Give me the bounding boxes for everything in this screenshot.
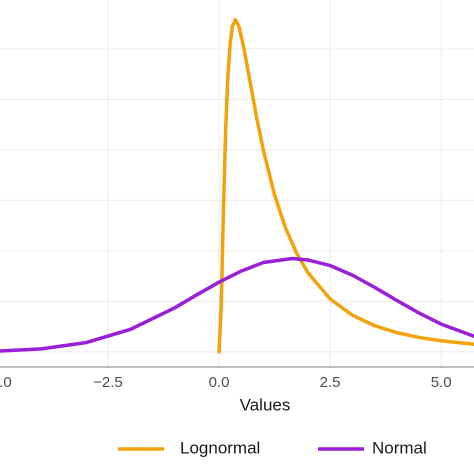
series-line [217, 17, 474, 354]
x-tick-label: 5.0 [431, 374, 452, 391]
x-tick-label: 0.0 [209, 374, 230, 391]
legend: Lognormal Normal [118, 438, 427, 457]
grid [0, 0, 474, 367]
x-tick-label: −2.5 [93, 374, 123, 391]
lines [0, 17, 474, 354]
series-line [0, 256, 474, 353]
x-tick-label: 2.5 [320, 374, 341, 391]
legend-label: Lognormal [180, 438, 260, 457]
x-axis-label: Values [240, 395, 291, 414]
legend-label: Normal [372, 438, 427, 457]
x-tick-label: −5.0 [0, 374, 12, 391]
